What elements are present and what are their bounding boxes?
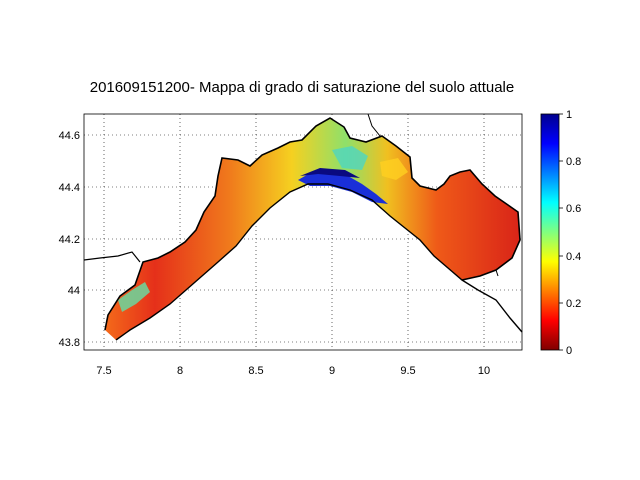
colorbar (540, 113, 560, 351)
colorbar-tick-label: 0.6 (566, 203, 581, 215)
border-line-north (367, 113, 381, 137)
y-tick-label: 44.2 (59, 234, 80, 246)
y-tick-label: 44 (68, 285, 80, 297)
region-outline (104, 117, 521, 331)
border-line-east (495, 269, 499, 277)
high-saturation-zone (298, 170, 388, 204)
colorbar-ticks (559, 113, 563, 351)
colorbar-tick-label: 0.8 (566, 156, 581, 168)
y-tick-label: 43.8 (59, 337, 80, 349)
x-tick-label: 9.5 (400, 365, 415, 377)
x-tick-label: 10 (478, 365, 490, 377)
x-tick-label: 8.5 (248, 365, 263, 377)
coastline (115, 183, 523, 341)
x-tick-label: 9 (329, 365, 335, 377)
east-moderate-patch (380, 158, 408, 180)
map-title: 201609151200- Mappa di grado di saturazi… (89, 79, 515, 96)
x-tick-label: 7.5 (96, 365, 111, 377)
x-tick-label: 8 (177, 365, 183, 377)
colorbar-tick-label: 0 (566, 345, 572, 357)
colorbar-tick-label: 0.2 (566, 298, 581, 310)
very-high-saturation-zone (300, 168, 360, 178)
y-tick-label: 44.6 (59, 130, 80, 142)
liguria-saturation-map (105, 118, 520, 340)
west-saturation-patch (118, 282, 150, 312)
y-tick-label: 44.4 (59, 182, 80, 194)
colorbar-tick-label: 1 (566, 109, 572, 121)
border-line-west (83, 251, 141, 263)
mid-saturation-patch (332, 146, 368, 170)
colorbar-tick-label: 0.4 (566, 251, 581, 263)
